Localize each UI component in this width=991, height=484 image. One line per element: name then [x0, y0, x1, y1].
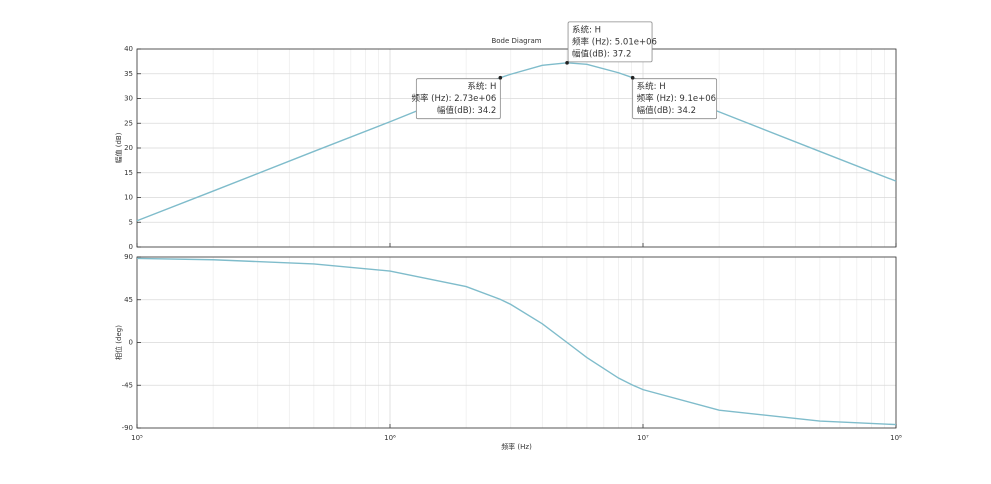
- data-tip-box: [632, 78, 718, 120]
- y-tick-label: 30: [124, 95, 133, 103]
- y-tick-label: 20: [124, 144, 133, 152]
- y-tick-label: 5: [129, 218, 133, 226]
- data-tip-text: 频率 (Hz): 5.01e+06: [572, 36, 657, 47]
- data-tip-marker: [498, 75, 503, 80]
- data-tip-text: 频率 (Hz): 9.1e+06: [637, 93, 716, 104]
- data-tip-box: [567, 21, 653, 63]
- axes-frame: [136, 48, 897, 248]
- x-tick-label: 10⁷: [637, 434, 649, 442]
- data-tip-text: 幅值(dB): 37.2: [572, 48, 631, 59]
- chart-title: Bode Diagram: [491, 37, 541, 45]
- x-tick-label: 10⁸: [890, 434, 902, 442]
- data-tip-text: 幅值(dB): 34.2: [637, 105, 696, 116]
- x-tick-label: 10⁵: [131, 434, 143, 442]
- data-tip-text: 幅值(dB): 34.2: [437, 105, 496, 116]
- y-tick-label: -45: [122, 381, 133, 389]
- y-tick-label: 45: [124, 296, 133, 304]
- data-tip-marker: [565, 61, 569, 65]
- y-tick-label: 35: [124, 70, 133, 78]
- y-axis-label: 相位 (deg): [114, 325, 123, 360]
- axes-frame: [136, 256, 897, 429]
- x-tick-label: 10⁶: [384, 434, 396, 442]
- y-tick-label: 25: [124, 119, 133, 127]
- data-tip-text: 系统: H: [467, 81, 496, 92]
- y-axis-label: 幅值 (dB): [114, 132, 123, 163]
- y-tick-label: 40: [124, 45, 133, 53]
- y-tick-label: 15: [124, 169, 133, 177]
- data-tip-box: [415, 78, 501, 120]
- data-tip-text: 频率 (Hz): 2.73e+06: [411, 93, 496, 104]
- x-axis-label: 频率 (Hz): [501, 442, 532, 451]
- y-tick-label: 90: [124, 253, 133, 261]
- data-tip-text: 系统: H: [572, 24, 601, 35]
- y-tick-label: 0: [129, 339, 133, 347]
- y-tick-label: 10: [124, 194, 133, 202]
- curve: [136, 257, 897, 426]
- y-tick-label: 0: [129, 243, 133, 251]
- data-tip-text: 系统: H: [637, 81, 666, 92]
- data-tip-marker: [630, 75, 635, 80]
- y-tick-label: -90: [122, 424, 133, 432]
